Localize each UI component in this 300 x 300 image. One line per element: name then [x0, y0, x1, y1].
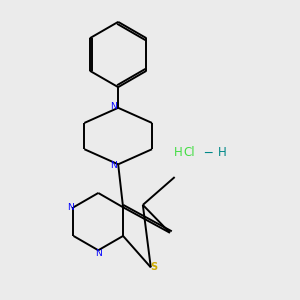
Text: N: N [110, 102, 117, 111]
Text: N: N [67, 203, 74, 212]
Text: H: H [218, 146, 226, 159]
Text: N: N [95, 249, 102, 258]
Text: Cl: Cl [183, 146, 195, 159]
Text: N: N [110, 161, 117, 170]
Text: ─: ─ [204, 146, 212, 159]
Text: S: S [150, 262, 157, 272]
Text: H: H [173, 146, 182, 159]
